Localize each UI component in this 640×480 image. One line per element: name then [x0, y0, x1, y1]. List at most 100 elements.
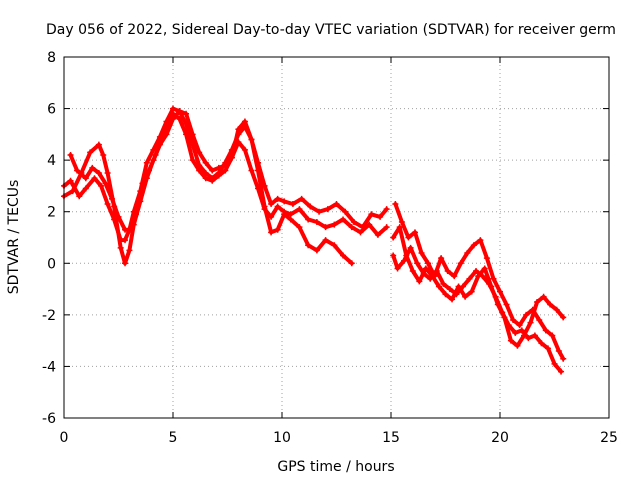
data-point [475, 273, 482, 280]
data-point [333, 200, 340, 207]
data-point [503, 301, 510, 308]
y-tick-label: 6 [47, 102, 56, 118]
data-point [531, 332, 538, 339]
grid [64, 57, 609, 418]
data-point [122, 237, 129, 244]
data-point [411, 229, 418, 236]
data-point [313, 219, 320, 226]
y-tick-label: -2 [42, 308, 56, 324]
data-point [449, 296, 456, 303]
data-point [261, 203, 268, 210]
data-point [255, 167, 262, 174]
data-point [82, 175, 89, 182]
data-point [501, 314, 508, 321]
data-point [209, 167, 216, 174]
x-tick-label: 15 [382, 430, 400, 446]
data-point [444, 268, 451, 275]
data-point [494, 301, 501, 308]
data-point [313, 247, 320, 254]
data-point [451, 273, 458, 280]
data-point [298, 195, 305, 202]
data-point [67, 177, 74, 184]
data-point [163, 131, 170, 138]
data-point [405, 234, 412, 241]
series-line [68, 106, 389, 232]
data-point [416, 278, 423, 285]
data-point [490, 275, 497, 282]
data-point [87, 149, 94, 156]
data-point [117, 244, 124, 251]
x-tick-label: 10 [273, 430, 291, 446]
data-point [235, 126, 242, 133]
data-point [398, 219, 405, 226]
data-point [122, 260, 129, 267]
data-point [95, 170, 102, 177]
data-point [396, 224, 403, 231]
data-point [512, 329, 519, 336]
data-point [215, 170, 222, 177]
x-tick-label: 20 [491, 430, 509, 446]
data-point [468, 288, 475, 295]
data-point [76, 193, 83, 200]
data-point [189, 131, 196, 138]
data-point [394, 265, 401, 272]
data-point [307, 203, 314, 210]
data-point [357, 229, 364, 236]
data-point [281, 198, 288, 205]
data-point [305, 216, 312, 223]
data-point [392, 200, 399, 207]
data-point [156, 141, 163, 148]
data-point [438, 255, 445, 262]
data-point [549, 332, 556, 339]
data-point [331, 242, 338, 249]
data-point [383, 206, 390, 213]
data-point [215, 164, 222, 171]
data-point [143, 159, 150, 166]
data-point [104, 170, 111, 177]
data-point [222, 167, 229, 174]
data-point [150, 157, 157, 164]
data-point [560, 314, 567, 321]
data-point [536, 317, 543, 324]
data-point [137, 198, 144, 205]
data-point [383, 224, 390, 231]
data-point [95, 141, 102, 148]
data-point [130, 221, 137, 228]
data-point [403, 252, 410, 259]
data-point [228, 154, 235, 161]
data-point [67, 151, 74, 158]
data-point [156, 133, 163, 140]
data-point [462, 293, 469, 300]
data-point [170, 105, 176, 112]
data-point [183, 110, 190, 117]
data-point [274, 226, 281, 233]
series-track-6 [390, 224, 567, 349]
data-point [102, 180, 109, 187]
data-point [523, 311, 530, 318]
data-point [446, 286, 453, 293]
data-point [464, 249, 471, 256]
data-point [202, 170, 209, 177]
y-tick-label: 2 [47, 205, 56, 221]
data-point [350, 219, 357, 226]
data-point [483, 255, 490, 262]
data-point [525, 335, 532, 342]
data-point [558, 368, 565, 375]
data-point [488, 283, 495, 290]
data-point [241, 146, 248, 153]
data-point [377, 213, 384, 220]
data-point [196, 149, 203, 156]
data-point [305, 242, 312, 249]
data-point [196, 162, 203, 169]
x-tick-label: 0 [60, 430, 69, 446]
data-point [507, 337, 514, 344]
data-point [538, 340, 545, 347]
data-point [222, 162, 229, 169]
data-point [510, 317, 517, 324]
data-point [322, 224, 329, 231]
data-point [342, 208, 349, 215]
y-tick-label: 0 [47, 256, 56, 272]
data-point [82, 185, 89, 192]
